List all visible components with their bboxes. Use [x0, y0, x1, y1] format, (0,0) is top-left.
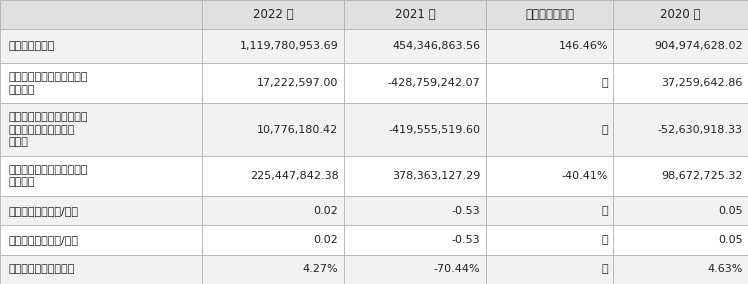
Text: 37,259,642.86: 37,259,642.86	[661, 78, 743, 88]
Bar	[486, 0, 613, 29]
Bar	[344, 225, 486, 255]
Bar	[0, 0, 202, 29]
Bar	[0, 63, 202, 103]
Text: 2021 年: 2021 年	[395, 8, 435, 21]
Text: 经营活动产生的现金流量净
额（元）: 经营活动产生的现金流量净 额（元）	[8, 165, 88, 187]
Text: －: －	[601, 125, 608, 135]
Bar	[0, 255, 202, 284]
Bar	[344, 255, 486, 284]
Text: 加权平均净资产收益率: 加权平均净资产收益率	[8, 264, 74, 274]
Text: －: －	[601, 235, 608, 245]
Bar	[613, 0, 748, 29]
Bar	[202, 63, 344, 103]
Text: 98,672,725.32: 98,672,725.32	[661, 171, 743, 181]
Bar	[613, 255, 748, 284]
Bar	[202, 29, 344, 63]
Bar	[613, 103, 748, 156]
Text: -0.53: -0.53	[452, 235, 480, 245]
Text: -52,630,918.33: -52,630,918.33	[657, 125, 743, 135]
Bar	[344, 156, 486, 196]
Bar	[486, 29, 613, 63]
Bar	[202, 196, 344, 225]
Bar	[0, 29, 202, 63]
Text: 0.02: 0.02	[313, 235, 338, 245]
Bar	[344, 103, 486, 156]
Bar	[0, 196, 202, 225]
Text: 454,346,863.56: 454,346,863.56	[393, 41, 480, 51]
Bar	[0, 156, 202, 196]
Bar	[613, 156, 748, 196]
Text: -0.53: -0.53	[452, 206, 480, 216]
Text: 225,447,842.38: 225,447,842.38	[250, 171, 338, 181]
Bar	[344, 196, 486, 225]
Bar	[486, 196, 613, 225]
Bar	[613, 196, 748, 225]
Bar	[486, 103, 613, 156]
Text: -40.41%: -40.41%	[562, 171, 608, 181]
Text: 0.02: 0.02	[313, 206, 338, 216]
Text: 0.05: 0.05	[718, 235, 743, 245]
Text: －: －	[601, 264, 608, 274]
Bar	[202, 255, 344, 284]
Bar	[0, 225, 202, 255]
Text: -419,555,519.60: -419,555,519.60	[388, 125, 480, 135]
Text: -70.44%: -70.44%	[434, 264, 480, 274]
Text: 378,363,127.29: 378,363,127.29	[392, 171, 480, 181]
Bar	[0, 103, 202, 156]
Bar	[486, 156, 613, 196]
Text: －: －	[601, 78, 608, 88]
Text: 稀释每股收益（元/股）: 稀释每股收益（元/股）	[8, 235, 78, 245]
Bar	[344, 29, 486, 63]
Bar	[202, 0, 344, 29]
Bar	[613, 29, 748, 63]
Bar	[486, 225, 613, 255]
Bar	[202, 103, 344, 156]
Text: 0.05: 0.05	[718, 206, 743, 216]
Bar	[613, 63, 748, 103]
Text: 基本每股收益（元/股）: 基本每股收益（元/股）	[8, 206, 78, 216]
Text: 2022 年: 2022 年	[253, 8, 293, 21]
Text: 4.27%: 4.27%	[303, 264, 338, 274]
Bar	[202, 225, 344, 255]
Text: 17,222,597.00: 17,222,597.00	[257, 78, 338, 88]
Bar	[344, 0, 486, 29]
Bar	[202, 156, 344, 196]
Bar	[613, 225, 748, 255]
Text: 归属于上市公司股东的扣除
非经常性损益的净利润
（元）: 归属于上市公司股东的扣除 非经常性损益的净利润 （元）	[8, 112, 88, 147]
Text: 归属于上市公司股东的净利
润（元）: 归属于上市公司股东的净利 润（元）	[8, 72, 88, 95]
Text: 2020 年: 2020 年	[660, 8, 701, 21]
Bar	[486, 255, 613, 284]
Bar	[486, 63, 613, 103]
Text: 904,974,628.02: 904,974,628.02	[654, 41, 743, 51]
Text: -428,759,242.07: -428,759,242.07	[387, 78, 480, 88]
Text: 本年比上年增减: 本年比上年增减	[525, 8, 574, 21]
Bar	[344, 63, 486, 103]
Text: 10,776,180.42: 10,776,180.42	[257, 125, 338, 135]
Text: －: －	[601, 206, 608, 216]
Text: 1,119,780,953.69: 1,119,780,953.69	[239, 41, 338, 51]
Text: 营业收入（元）: 营业收入（元）	[8, 41, 55, 51]
Text: 146.46%: 146.46%	[559, 41, 608, 51]
Text: 4.63%: 4.63%	[708, 264, 743, 274]
